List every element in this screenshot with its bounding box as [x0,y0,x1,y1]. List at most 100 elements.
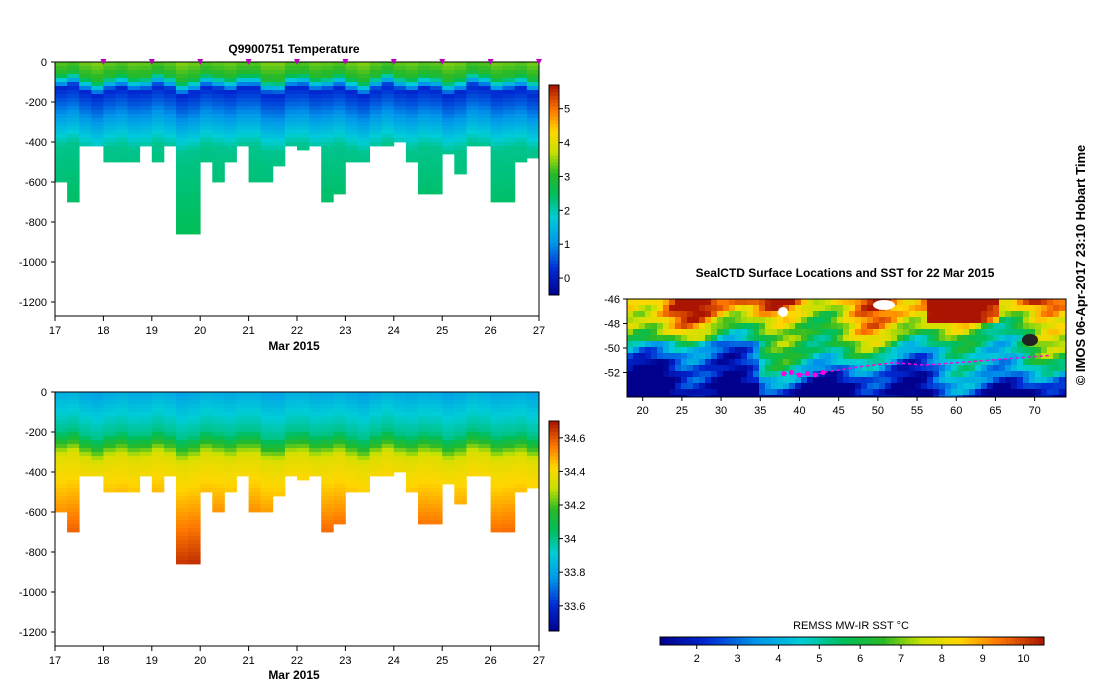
section-cell [309,118,322,123]
section-cell [91,126,104,131]
section-cell [478,452,491,457]
section-cell [248,110,262,115]
section-cell [357,130,370,135]
section-cell [188,428,201,433]
section-cell [418,90,431,95]
section-cell [381,424,395,429]
sst-colorbar-segment [746,637,752,645]
colorbar-segment [549,288,559,292]
colorbar-segment [549,172,559,177]
y-tick-label: -1000 [19,257,47,269]
sst-cell [969,341,975,347]
section-cell [127,456,141,461]
sst-cell [945,353,951,359]
section-cell [502,102,516,107]
sst-cell [1029,359,1035,365]
section-cell [224,400,237,405]
section-cell [176,106,189,111]
section-cell [103,432,116,437]
sst-cell [855,323,861,329]
section-cell [357,106,370,111]
section-cell [224,94,237,99]
section-cell [321,186,334,191]
section-cell [79,400,92,405]
sst-cell [975,317,981,323]
sst-cell [897,365,903,371]
sst-cell [681,389,687,395]
sst-cell [915,359,921,365]
section-cell [272,432,286,437]
section-cell [514,444,528,449]
section-cell [393,460,407,465]
sst-cell [1017,377,1023,383]
section-cell [224,460,237,465]
sst-cell [831,383,837,389]
section-cell [321,508,334,513]
colorbar-segment [549,95,559,100]
sst-cell [681,305,687,311]
section-cell [115,94,128,99]
y-tick-label: -600 [25,177,47,189]
section-cell [393,448,407,453]
section-cell [357,78,370,83]
section-cell [526,74,540,79]
section-cell [115,66,128,71]
section-cell [200,392,213,397]
section-cell [502,400,516,405]
section-cell [212,488,225,493]
section-cell [176,444,189,449]
section-cell [272,404,286,409]
section-cell [502,420,516,425]
section-cell [127,150,141,155]
colorbar-segment [549,557,559,562]
section-cell [333,178,346,183]
sst-cell [657,323,663,329]
section-cell [79,82,92,87]
sst-cell [795,359,801,365]
sst-cell [1023,389,1029,395]
sst-cell [681,347,687,353]
sst-cell [1059,365,1065,371]
section-cell [393,82,407,87]
section-cell [405,82,419,87]
section-cell [381,456,395,461]
section-cell [490,504,504,509]
sst-cell [687,305,693,311]
sst-cell [759,389,765,395]
sst-colorbar-segment [760,637,767,645]
section-cell [502,198,516,203]
section-cell [333,130,346,135]
sst-cell [639,347,645,353]
section-cell [490,412,504,417]
y-tick-label: -200 [25,427,47,439]
section-cell [430,520,443,525]
section-cell [297,440,310,445]
sst-cell [969,347,975,353]
section-cell [297,126,310,131]
sst-cell [693,329,699,335]
sst-cell [1035,377,1041,383]
sst-cell [951,377,957,383]
sst-cell [765,395,771,397]
section-cell [430,504,443,509]
section-cell [139,400,153,405]
section-cell [236,404,249,409]
section-cell [67,194,80,199]
section-cell [115,408,128,413]
sst-cell [723,317,729,323]
sst-cell [1053,383,1059,389]
section-cell [502,190,516,195]
sst-colorbar-segment [722,637,728,645]
section-cell [478,110,491,115]
sst-cell [1041,311,1047,317]
section-cell [91,82,104,87]
section-cell [224,142,237,147]
sst-cell [981,365,987,371]
section-cell [478,420,491,425]
section-cell [454,162,467,167]
section-cell [91,440,104,445]
section-cell [67,98,80,103]
section-cell [454,114,467,119]
section-cell [188,194,201,199]
